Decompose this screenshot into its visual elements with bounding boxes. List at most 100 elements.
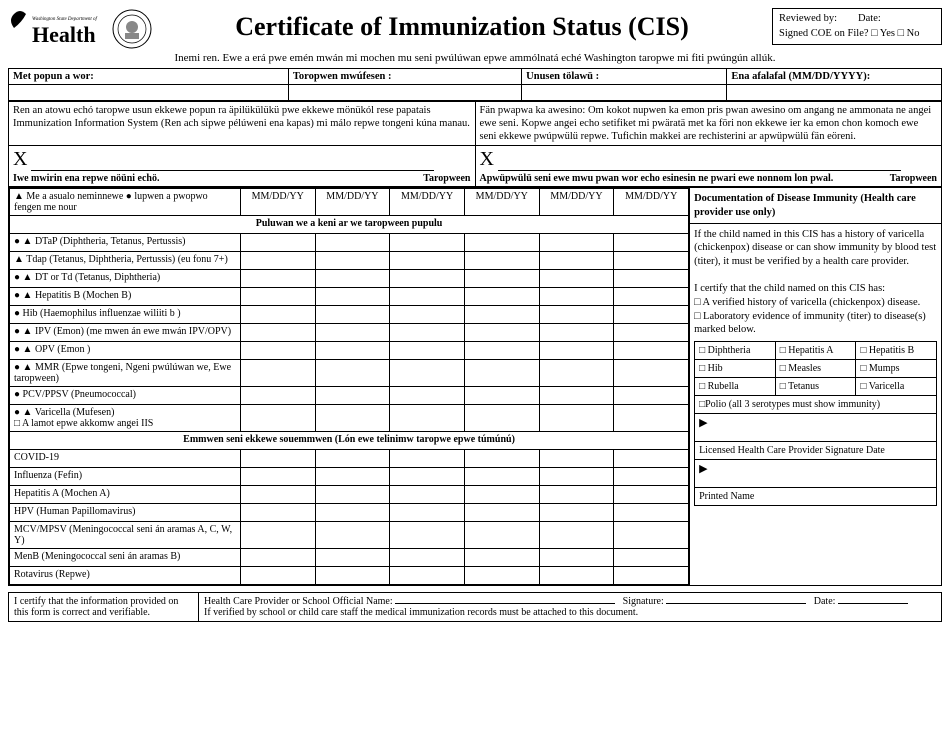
- date-cell[interactable]: [539, 252, 614, 270]
- date-cell[interactable]: [614, 405, 689, 432]
- date-cell[interactable]: [240, 234, 315, 252]
- info-input-row[interactable]: [9, 85, 942, 101]
- date-cell[interactable]: [390, 567, 465, 585]
- date-cell[interactable]: [539, 387, 614, 405]
- date-cell[interactable]: [240, 504, 315, 522]
- date-cell[interactable]: [390, 252, 465, 270]
- doc-chk2[interactable]: □ Laboratory evidence of immunity (titer…: [694, 310, 937, 337]
- date-cell[interactable]: [390, 342, 465, 360]
- date-cell[interactable]: [315, 324, 390, 342]
- date-cell[interactable]: [315, 405, 390, 432]
- date-cell[interactable]: [390, 324, 465, 342]
- date-cell[interactable]: [539, 522, 614, 549]
- date-cell[interactable]: [240, 252, 315, 270]
- date-cell[interactable]: [240, 387, 315, 405]
- date-cell[interactable]: [315, 549, 390, 567]
- date-cell[interactable]: [614, 270, 689, 288]
- date-cell[interactable]: [240, 567, 315, 585]
- date-cell[interactable]: [390, 360, 465, 387]
- disease-checkbox[interactable]: □ Mumps: [856, 359, 937, 377]
- polio-row[interactable]: □Polio (all 3 serotypes must show immuni…: [695, 395, 937, 413]
- disease-checkbox[interactable]: □ Hepatitis A: [775, 341, 856, 359]
- date-cell[interactable]: [464, 504, 539, 522]
- disease-checkbox[interactable]: □ Diphtheria: [695, 341, 776, 359]
- date-cell[interactable]: [315, 522, 390, 549]
- date-cell[interactable]: [614, 288, 689, 306]
- date-cell[interactable]: [390, 468, 465, 486]
- date-cell[interactable]: [614, 549, 689, 567]
- date-cell[interactable]: [614, 522, 689, 549]
- date-cell[interactable]: [315, 360, 390, 387]
- footer-date-line[interactable]: [838, 603, 908, 604]
- date-cell[interactable]: [464, 234, 539, 252]
- date-cell[interactable]: [539, 504, 614, 522]
- date-cell[interactable]: [539, 450, 614, 468]
- date-cell[interactable]: [240, 522, 315, 549]
- date-cell[interactable]: [464, 288, 539, 306]
- date-cell[interactable]: [240, 288, 315, 306]
- date-cell[interactable]: [539, 405, 614, 432]
- date-cell[interactable]: [464, 450, 539, 468]
- date-cell[interactable]: [240, 549, 315, 567]
- date-cell[interactable]: [614, 387, 689, 405]
- date-cell[interactable]: [614, 468, 689, 486]
- date-cell[interactable]: [390, 450, 465, 468]
- footer-hcp-line[interactable]: [395, 603, 615, 604]
- date-cell[interactable]: [464, 324, 539, 342]
- date-cell[interactable]: [614, 360, 689, 387]
- disease-checkbox[interactable]: □ Rubella: [695, 377, 776, 395]
- date-cell[interactable]: [464, 306, 539, 324]
- date-cell[interactable]: [539, 468, 614, 486]
- doc-chk1[interactable]: □ A verified history of varicella (chick…: [694, 296, 937, 310]
- date-cell[interactable]: [315, 387, 390, 405]
- date-cell[interactable]: [614, 306, 689, 324]
- date-cell[interactable]: [240, 468, 315, 486]
- date-cell[interactable]: [464, 387, 539, 405]
- date-cell[interactable]: [464, 549, 539, 567]
- date-cell[interactable]: [315, 486, 390, 504]
- date-cell[interactable]: [539, 270, 614, 288]
- date-cell[interactable]: [614, 252, 689, 270]
- date-cell[interactable]: [464, 522, 539, 549]
- date-cell[interactable]: [315, 567, 390, 585]
- date-cell[interactable]: [315, 288, 390, 306]
- date-cell[interactable]: [240, 306, 315, 324]
- date-cell[interactable]: [315, 342, 390, 360]
- sig-line-left[interactable]: [31, 170, 434, 171]
- date-cell[interactable]: [390, 288, 465, 306]
- date-cell[interactable]: [464, 486, 539, 504]
- date-cell[interactable]: [315, 450, 390, 468]
- date-cell[interactable]: [315, 270, 390, 288]
- date-cell[interactable]: [315, 504, 390, 522]
- disease-checkbox[interactable]: □ Hepatitis B: [856, 341, 937, 359]
- date-cell[interactable]: [614, 567, 689, 585]
- footer-sig-line[interactable]: [666, 603, 806, 604]
- date-cell[interactable]: [614, 342, 689, 360]
- date-cell[interactable]: [390, 306, 465, 324]
- disease-checkbox[interactable]: □ Tetanus: [775, 377, 856, 395]
- date-cell[interactable]: [390, 522, 465, 549]
- date-cell[interactable]: [390, 504, 465, 522]
- sig-space-2[interactable]: ▶: [695, 459, 937, 487]
- date-cell[interactable]: [539, 324, 614, 342]
- date-cell[interactable]: [464, 360, 539, 387]
- date-cell[interactable]: [240, 360, 315, 387]
- date-cell[interactable]: [390, 234, 465, 252]
- date-cell[interactable]: [539, 486, 614, 504]
- date-cell[interactable]: [240, 486, 315, 504]
- date-cell[interactable]: [240, 342, 315, 360]
- date-cell[interactable]: [390, 405, 465, 432]
- date-cell[interactable]: [614, 504, 689, 522]
- date-cell[interactable]: [539, 567, 614, 585]
- date-cell[interactable]: [464, 270, 539, 288]
- coe-on-file[interactable]: Signed COE on File? □ Yes □ No: [779, 27, 935, 42]
- date-cell[interactable]: [315, 306, 390, 324]
- date-cell[interactable]: [464, 252, 539, 270]
- date-cell[interactable]: [539, 549, 614, 567]
- date-cell[interactable]: [240, 270, 315, 288]
- date-cell[interactable]: [390, 549, 465, 567]
- date-cell[interactable]: [240, 324, 315, 342]
- date-cell[interactable]: [614, 324, 689, 342]
- date-cell[interactable]: [240, 405, 315, 432]
- date-cell[interactable]: [464, 405, 539, 432]
